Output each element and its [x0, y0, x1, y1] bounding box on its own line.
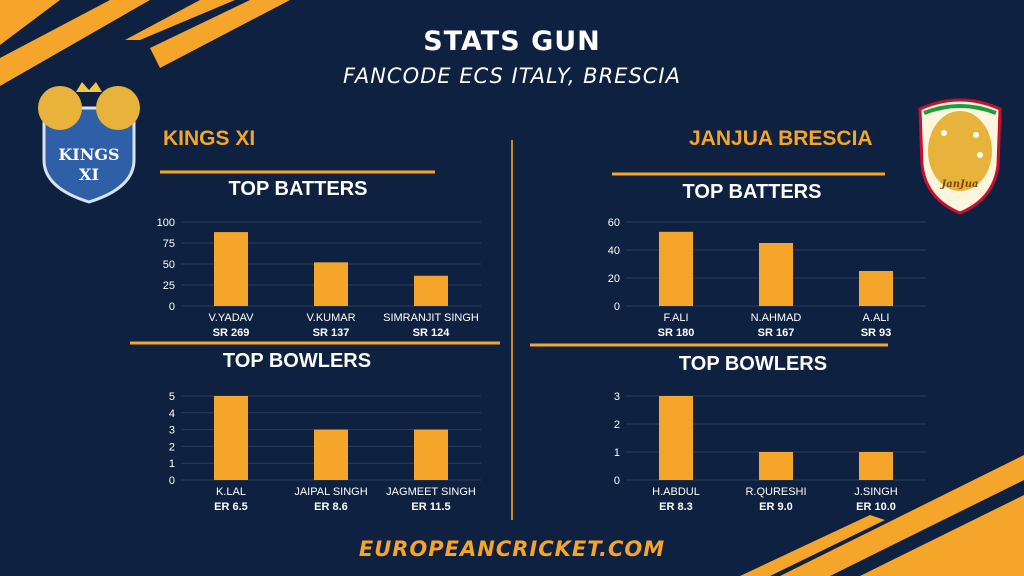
stripe	[860, 495, 1024, 576]
stripe	[780, 455, 1024, 576]
bar-sublabel: ER 9.0	[759, 501, 793, 513]
x-tick-label: R.QURESHI	[745, 486, 806, 498]
x-tick-label: J.SINGH	[854, 486, 897, 498]
bar	[314, 262, 348, 306]
y-tick-label: 50	[163, 259, 175, 271]
bar-sublabel: ER 11.5	[411, 501, 450, 513]
bar-sublabel: SR 167	[758, 327, 795, 339]
team-name-left: KINGS XI	[163, 127, 256, 150]
chart-right-bowlers: 0 1 2 3 H.ABDUL ER 8.3 R.QURESHI ER 9.0 J.SINGH E…	[614, 391, 926, 513]
x-tick-label: V.YADAV	[208, 312, 254, 324]
svg-text:KINGS: KINGS	[58, 145, 119, 164]
x-tick-label: H.ABDUL	[652, 486, 700, 498]
stripe	[0, 0, 60, 45]
x-tick-label: K.LAL	[216, 486, 246, 498]
stripe	[125, 0, 235, 40]
y-tick-label: 75	[163, 238, 175, 250]
bar	[759, 452, 793, 480]
section-title-left-bowlers: TOP BOWLERS	[222, 350, 372, 372]
section-title-right-batters: TOP BATTERS	[682, 181, 822, 203]
y-tick-label: 0	[614, 475, 620, 487]
bar	[214, 232, 248, 306]
janjua-brescia-logo: JanJua	[918, 98, 1002, 215]
section-title-right-bowlers: TOP BOWLERS	[678, 353, 828, 375]
y-tick-label: 60	[608, 217, 620, 229]
bar-sublabel: ER 10.0	[856, 501, 896, 513]
bar-sublabel: SR 269	[213, 327, 250, 339]
x-tick-label: JAIPAL SINGH	[294, 486, 367, 498]
bar	[659, 231, 693, 306]
section-title-left-batters: TOP BATTERS	[228, 178, 368, 200]
x-tick-label: N.AHMAD	[751, 312, 802, 324]
bar-sublabel: ER 8.6	[314, 501, 348, 513]
svg-text:XI: XI	[79, 165, 99, 184]
chart-left-batters: 0 25 50 75 100 V.YADAV SR 269 V.KUMAR SR 137 SIMR…	[157, 217, 481, 339]
stripe	[150, 0, 290, 68]
y-tick-label: 25	[163, 280, 175, 292]
bar-sublabel: SR 180	[658, 327, 695, 339]
y-tick-label: 5	[169, 391, 175, 403]
bar-sublabel: ER 6.5	[214, 501, 248, 513]
stripe	[0, 0, 150, 86]
y-tick-label: 100	[157, 217, 175, 229]
x-tick-label: F.ALI	[663, 312, 688, 324]
page-subtitle: FANCODE ECS ITALY, BRESCIA	[343, 64, 681, 88]
bar	[859, 271, 893, 306]
y-tick-label: 1	[169, 458, 175, 470]
y-tick-label: 40	[608, 245, 620, 257]
y-tick-label: 0	[169, 301, 175, 313]
y-tick-label: 0	[169, 475, 175, 487]
bar	[414, 429, 448, 480]
x-tick-label: SIMRANJIT SINGH	[383, 312, 479, 324]
y-tick-label: 2	[614, 419, 620, 431]
bar	[314, 429, 348, 480]
x-tick-label: JAGMEET SINGH	[386, 486, 476, 498]
y-tick-label: 0	[614, 301, 620, 313]
bar-sublabel: SR 124	[413, 327, 451, 339]
bar	[659, 396, 693, 480]
footer-website: EUROPEANCRICKET.COM	[358, 537, 666, 561]
page-title: STATS GUN	[423, 26, 601, 57]
y-tick-label: 2	[169, 441, 175, 453]
x-tick-label: A.ALI	[863, 312, 890, 324]
x-tick-label: V.KUMAR	[306, 312, 355, 324]
chart-right-batters: 0 20 40 60 F.ALI SR 180 N.AHMAD SR 167 A.ALI SR 9…	[608, 217, 926, 339]
y-tick-label: 3	[614, 391, 620, 403]
bar-sublabel: ER 8.3	[659, 501, 693, 513]
y-tick-label: 3	[169, 425, 175, 437]
bar	[414, 275, 448, 306]
svg-text:JanJua: JanJua	[940, 179, 979, 190]
chart-left-bowlers: 0 1 2 3 4 5 K.LAL ER 6.5 JAIPAL SINGH ER 8.6 JAGME…	[169, 391, 481, 513]
stripe	[740, 515, 885, 576]
bar	[859, 452, 893, 480]
bar-sublabel: SR 137	[313, 327, 350, 339]
bar-sublabel: SR 93	[861, 327, 892, 339]
bar	[759, 243, 793, 306]
y-tick-label: 20	[608, 273, 620, 285]
bar	[214, 396, 248, 480]
y-tick-label: 1	[614, 447, 620, 459]
team-name-right: JANJUA BRESCIA	[689, 127, 873, 150]
kings-xi-logo: KINGS XI	[38, 82, 140, 204]
y-tick-label: 4	[169, 408, 175, 420]
